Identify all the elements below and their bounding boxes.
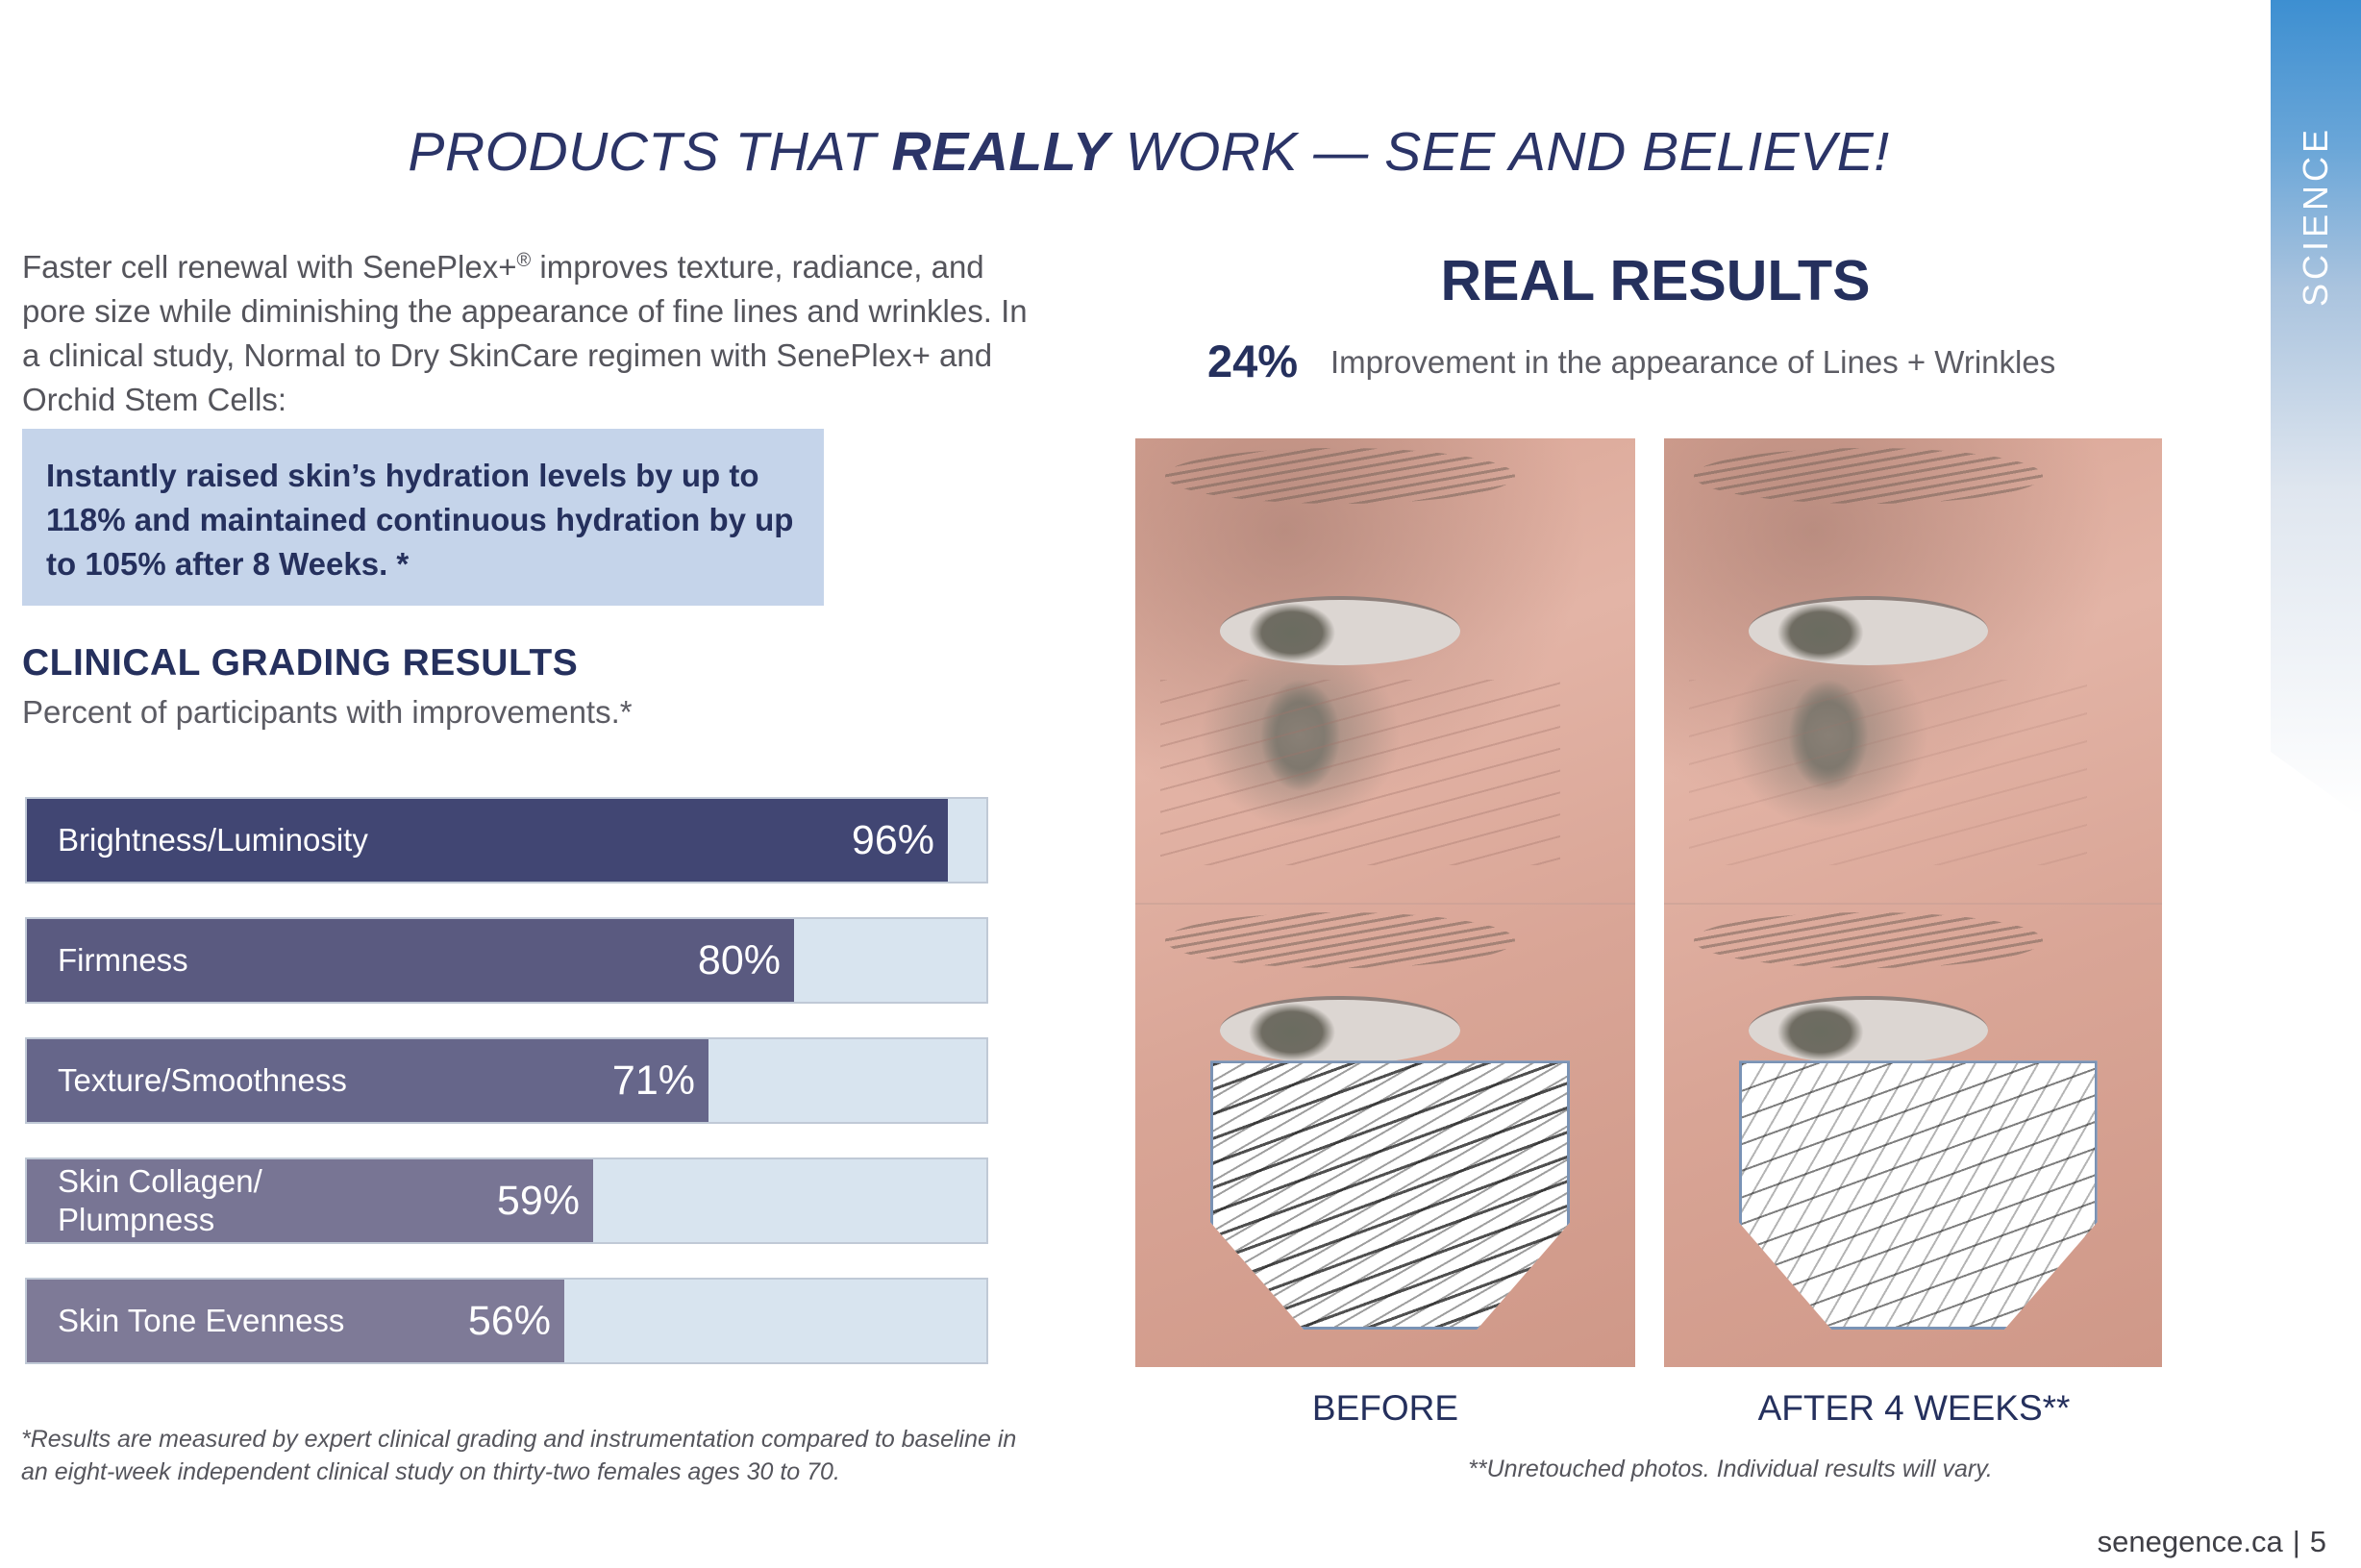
photo-footnote: **Unretouched photos. Individual results… — [1468, 1456, 1993, 1482]
after-photo-top — [1664, 438, 2162, 903]
registered-mark: ® — [516, 250, 532, 271]
eye — [1749, 995, 1988, 1065]
eye — [1220, 596, 1460, 665]
footer-site-link[interactable]: senegence.ca — [2097, 1525, 2283, 1558]
photo-divider — [1664, 903, 2162, 905]
before-photo-top — [1135, 438, 1635, 903]
bar-label: Texture/Smoothness — [58, 1062, 347, 1098]
bar-label: Firmness — [58, 942, 188, 978]
photo-divider — [1135, 903, 1635, 905]
bar-label: Skin Tone Evenness — [58, 1303, 345, 1338]
bar-track: Skin Collagen/ Plumpness 59% — [25, 1157, 988, 1244]
highlight-box — [22, 429, 824, 606]
stat-value: 24% — [1207, 336, 1299, 386]
bar-fill — [27, 919, 794, 1002]
bar-track: Brightness/Luminosity 96% — [25, 797, 988, 884]
bar-fill — [27, 1280, 564, 1362]
page-headline: PRODUCTS THAT REALLY WORK — SEE AND BELI… — [0, 120, 2298, 184]
stat-description: Improvement in the appearance of Lines +… — [1330, 344, 2056, 380]
bar-value-label: 96% — [851, 816, 934, 863]
headline-part-2: WORK — SEE AND BELIEVE! — [1109, 121, 1890, 183]
bar-label: Skin Collagen/ Plumpness — [58, 1163, 262, 1237]
footer-separator: | — [2292, 1525, 2300, 1558]
before-caption: BEFORE — [1311, 1388, 1459, 1428]
before-photo-bottom — [1135, 903, 1635, 1367]
bar-fill — [27, 1039, 708, 1122]
intro-rest: improves texture, radiance, and pore siz… — [22, 249, 1028, 417]
eyebrow — [1694, 447, 2043, 504]
bar-value-label: 71% — [611, 1057, 695, 1104]
bar-track: Firmness 80% — [25, 917, 988, 1004]
eye — [1220, 995, 1460, 1065]
bar-value-label: 59% — [496, 1177, 580, 1224]
page-footer: senegence.ca | 5 — [1923, 1525, 2326, 1559]
page-number: 5 — [2309, 1525, 2326, 1558]
bar-fill — [27, 799, 948, 882]
wrinkle-texture — [1160, 680, 1560, 866]
before-photo — [1135, 438, 1635, 1367]
intro-paragraph: Faster cell renewal with SenePlex+® impr… — [22, 238, 1041, 422]
after-caption: AFTER 4 WEEKS** — [1757, 1388, 2071, 1428]
headline-part-1: PRODUCTS THAT — [408, 121, 892, 183]
wrinkle-scan-overlay — [1210, 1060, 1571, 1331]
after-photo-bottom — [1664, 903, 2162, 1367]
bar-value-label: 56% — [467, 1297, 551, 1344]
headline-emphasis: REALLY — [891, 121, 1110, 183]
wrinkle-scan-overlay — [1738, 1060, 2098, 1331]
study-footnote: *Results are measured by expert clinical… — [21, 1426, 1017, 1485]
eyebrow — [1694, 911, 2043, 968]
highlight-text: Instantly raised skin’s hydration levels… — [46, 458, 794, 582]
bar-track: Skin Tone Evenness 56% — [25, 1278, 988, 1364]
bar-value-label: 80% — [697, 936, 781, 983]
section-tab — [2271, 0, 2361, 817]
intro-prefix: Faster cell renewal with SenePlex+ — [22, 249, 517, 285]
eyebrow — [1165, 447, 1516, 504]
eye — [1749, 596, 1988, 665]
wrinkle-texture — [1688, 680, 2088, 866]
after-photo — [1664, 438, 2162, 1367]
grading-title: CLINICAL GRADING RESULTS — [22, 642, 579, 684]
bar-fill — [27, 1159, 593, 1242]
real-results-title: REAL RESULTS — [1440, 249, 1871, 312]
section-tab-label: SCIENCE — [2296, 125, 2335, 308]
bar-track: Texture/Smoothness 71% — [25, 1037, 988, 1124]
eyebrow — [1165, 911, 1516, 968]
bar-label: Brightness/Luminosity — [58, 822, 368, 858]
grading-subtitle: Percent of participants with improvement… — [22, 694, 633, 730]
